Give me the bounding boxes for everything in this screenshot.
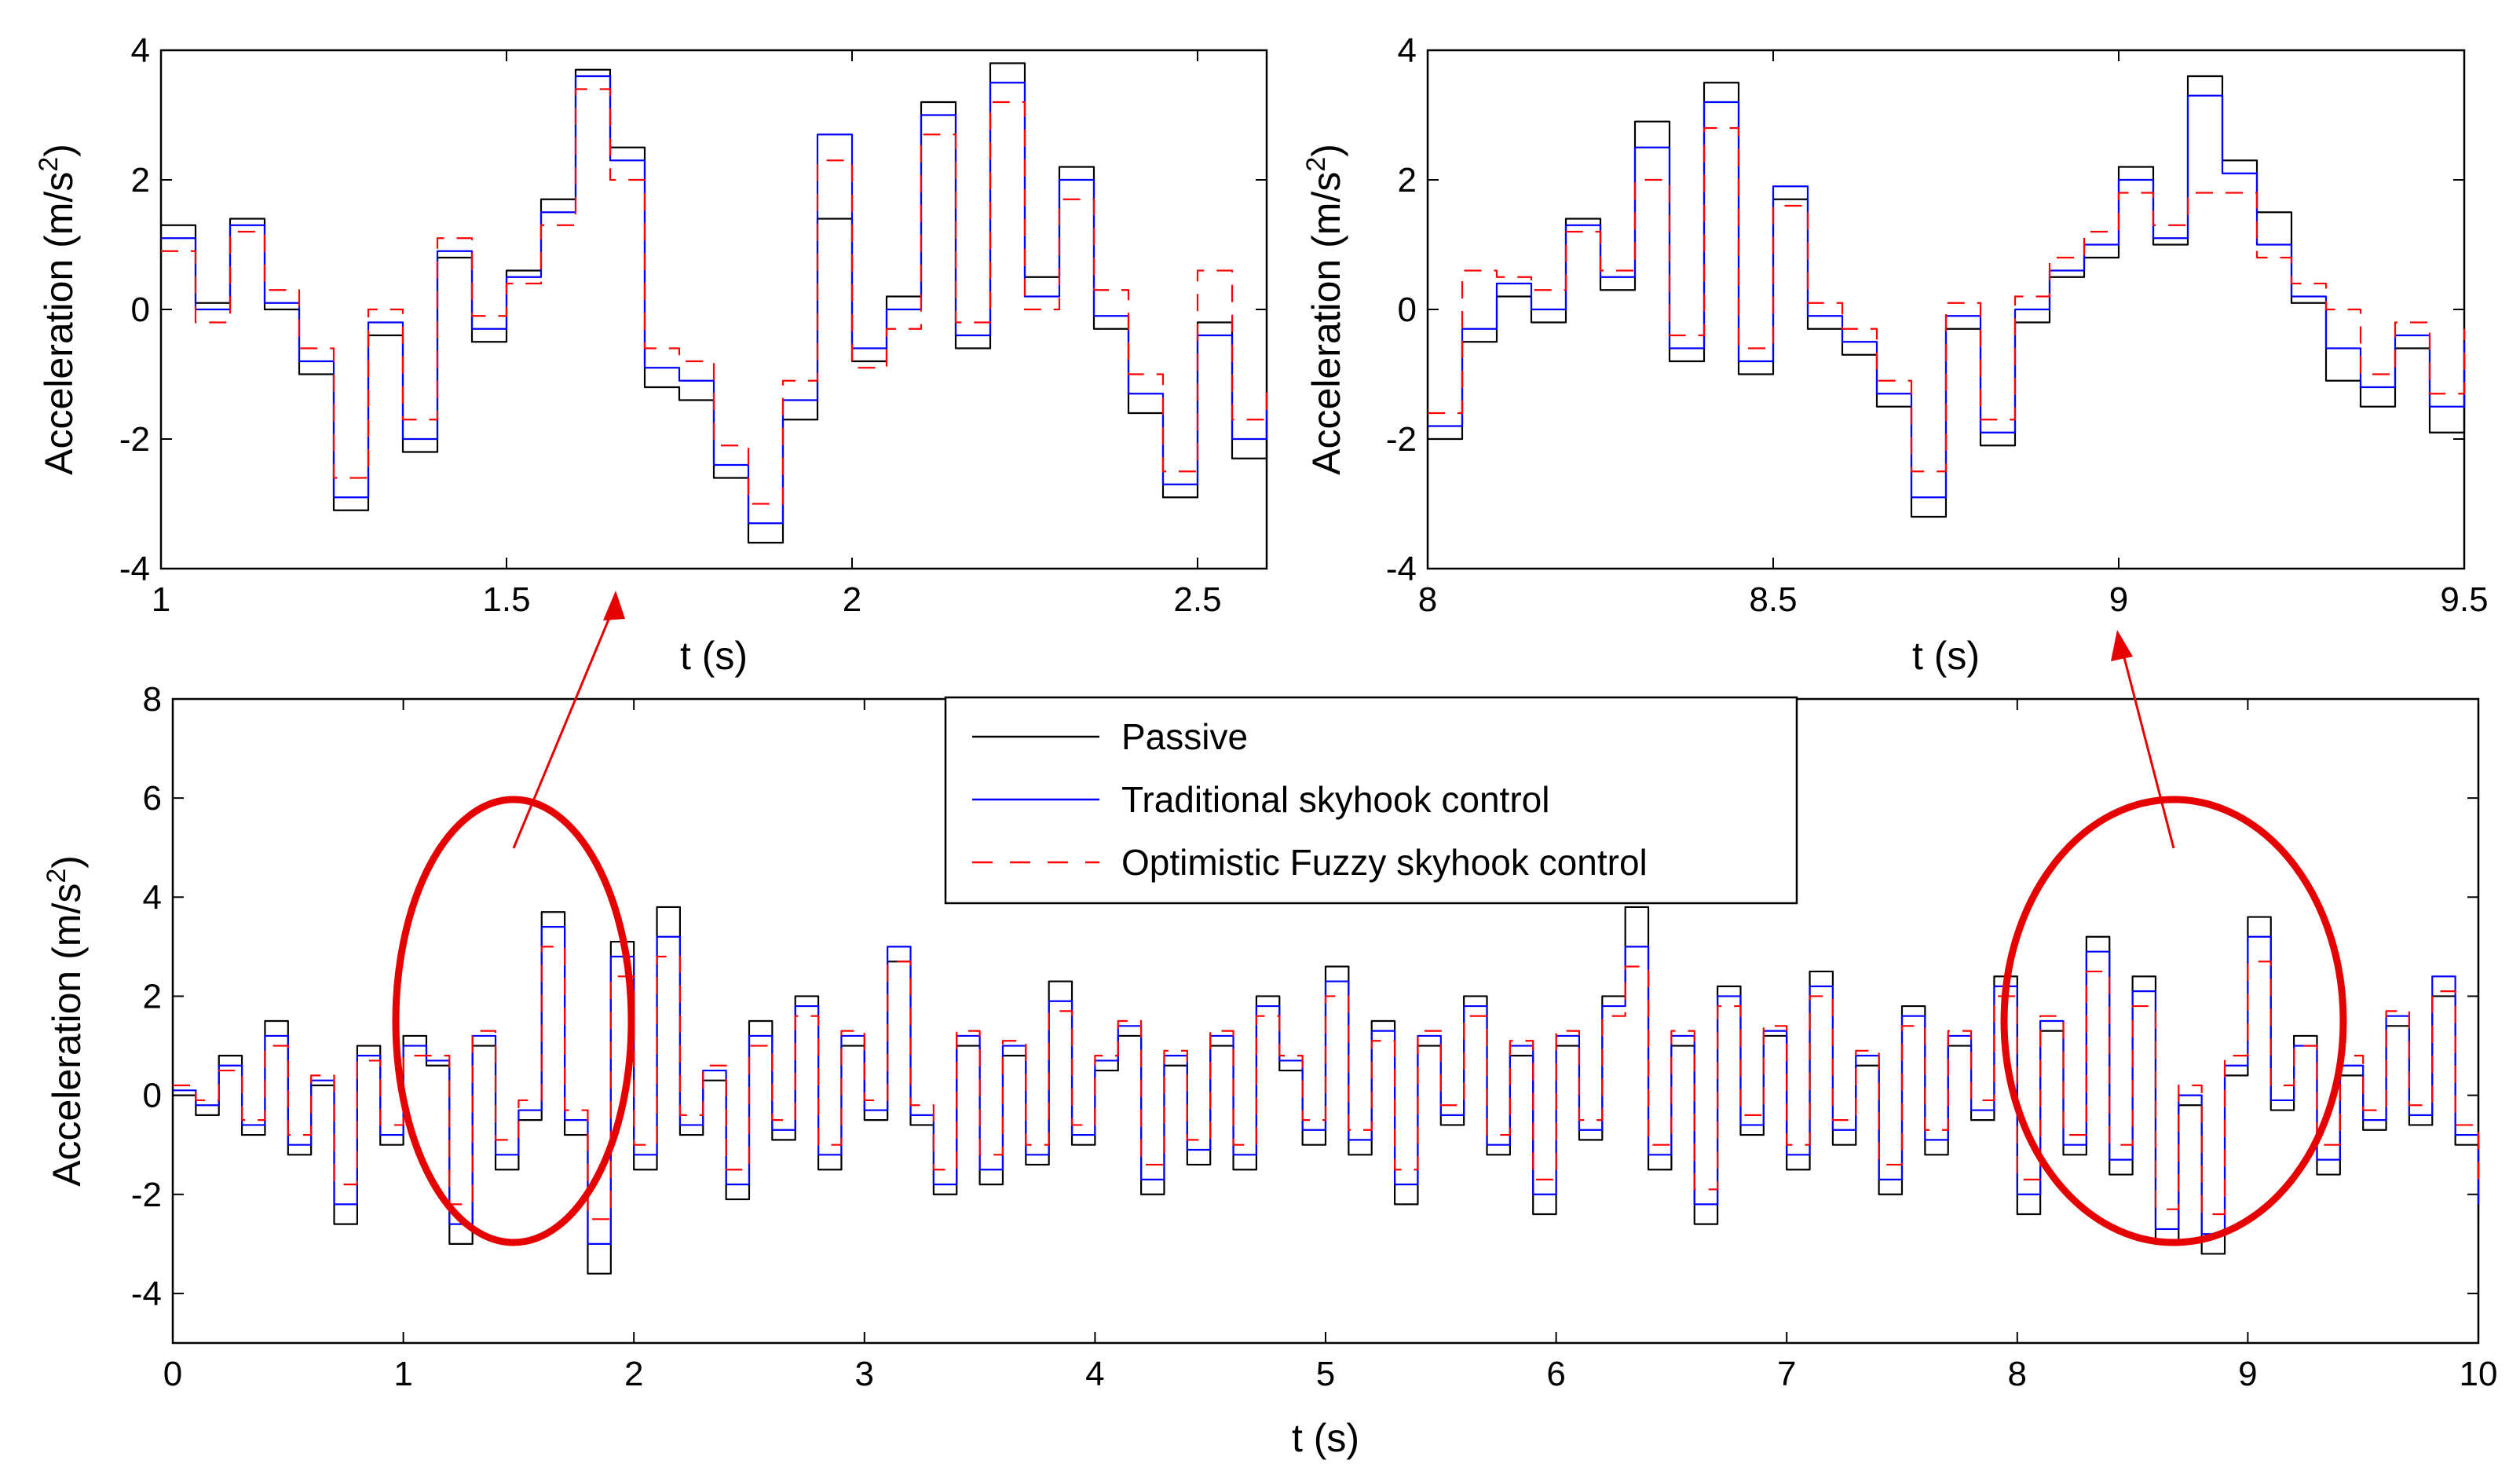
full-range-xtick-label: 2 (624, 1355, 643, 1393)
zoom-right-ytick-label: 2 (1398, 161, 1417, 199)
full-range-xtick-label: 3 (855, 1355, 874, 1393)
zoom-left-ylabel-text: Acceleration (m/s (37, 172, 81, 475)
zoom-right-ylabel: Acceleration (m/s2) (1301, 144, 1348, 475)
zoom-left-ytick-label: -4 (119, 550, 150, 588)
full-range-ytick-label: 6 (143, 779, 162, 818)
zoom-right-series-fuzzy (1428, 126, 2466, 473)
zoom-left-xtick-label: 1 (152, 580, 170, 619)
full-range-ytick-label: 2 (143, 977, 162, 1015)
zoom-highlights (392, 591, 2347, 1246)
full-range-xtick-label: 5 (1316, 1355, 1335, 1393)
full-range-ylabel-text: Acceleration (m/s (45, 884, 89, 1187)
full-range-ticks: 0 1 2 3 4 5 6 7 8 9 10 -4 -2 0 2 4 6 8 (131, 680, 2498, 1393)
full-range-series-fuzzy (173, 946, 2480, 1220)
zoom-right-ylabel-text: Acceleration (m/s (1304, 172, 1348, 475)
full-range-ytick-label: 0 (143, 1077, 162, 1115)
zoom-left-ytick-label: -2 (119, 420, 150, 459)
full-range-ytick-label: -2 (131, 1176, 162, 1214)
zoom-right-ylabel-close: ) (1304, 144, 1348, 157)
zoom-left-ylabel-exp: 2 (34, 157, 64, 172)
zoom-right-ytick-label: -2 (1386, 420, 1417, 459)
full-range-xtick-label: 6 (1546, 1355, 1565, 1393)
full-range-xtick-label: 9 (2238, 1355, 2257, 1393)
zoom-left-xlabel: t (s) (680, 634, 748, 678)
zoom-right-ylabel-exp: 2 (1301, 157, 1331, 172)
full-range-panel: 0 1 2 3 4 5 6 7 8 9 10 -4 -2 0 2 4 6 8 t (s) Acceleration… (42, 680, 2497, 1460)
zoom-arrow-left-head (603, 591, 625, 620)
zoom-arrow-right-line (2119, 642, 2175, 849)
zoom-arrow-right-head (2111, 630, 2133, 661)
full-range-xtick-label: 7 (1777, 1355, 1796, 1393)
legend-label-fuzzy: Optimistic Fuzzy skyhook control (1121, 842, 1648, 883)
zoom-right-ticks: 8 8.5 9 9.5 -4 -2 0 2 4 (1386, 31, 2489, 619)
zoom-left-ytick-label: 2 (131, 161, 150, 199)
full-range-xtick-label: 8 (2008, 1355, 2027, 1393)
highlight-ellipse-right (2000, 796, 2347, 1246)
zoom-right-xtick-label: 9 (2109, 580, 2128, 619)
zoom-left-xtick-label: 1.5 (482, 580, 530, 619)
full-range-xtick-label: 4 (1085, 1355, 1104, 1393)
zoom-left-series-traditional (161, 75, 1268, 525)
zoom-right-ytick-label: 0 (1398, 291, 1417, 329)
full-range-ytick-label: 8 (143, 680, 162, 719)
zoom-left-ytick-label: 4 (131, 31, 150, 70)
zoom-left-series (161, 62, 1268, 544)
full-range-ylabel-exp: 2 (42, 869, 71, 884)
zoom-right-xtick-label: 9.5 (2440, 580, 2488, 619)
highlight-ellipse-left (392, 796, 635, 1246)
zoom-right-series (1428, 75, 2466, 518)
zoom-arrow-left-line (512, 606, 616, 849)
zoom-left-ylabel: Acceleration (m/s2) (34, 144, 81, 475)
full-range-series (173, 906, 2480, 1275)
zoom-left-xtick-label: 2.5 (1173, 580, 1221, 619)
legend-label-traditional: Traditional skyhook control (1121, 779, 1549, 820)
zoom-right-ytick-label: -4 (1386, 550, 1417, 588)
zoom-left-ylabel-close: ) (37, 144, 81, 157)
zoom-right-xtick-label: 8.5 (1749, 580, 1797, 619)
full-range-ytick-label: -4 (131, 1275, 162, 1313)
full-range-ylabel-close: ) (45, 855, 89, 869)
full-range-xtick-label: 1 (393, 1355, 412, 1393)
legend: Passive Traditional skyhook control Opti… (944, 696, 1798, 905)
zoom-left-ticks: 1 1.5 2 2.5 -4 -2 0 2 4 (119, 31, 1267, 619)
zoom-left-xtick-label: 2 (843, 580, 861, 619)
zoom-left-ytick-label: 0 (131, 291, 150, 329)
zoom-right-ytick-label: 4 (1398, 31, 1417, 70)
full-range-xlabel: t (s) (1292, 1416, 1359, 1460)
zoom-right-xlabel: t (s) (1912, 634, 1980, 678)
full-range-xtick-label: 0 (163, 1355, 182, 1393)
full-range-ylabel: Acceleration (m/s2) (42, 855, 89, 1187)
zoom-left-series-fuzzy (161, 88, 1268, 505)
zoom-right-xtick-label: 8 (1418, 580, 1437, 619)
legend-label-passive: Passive (1121, 716, 1248, 757)
full-range-xtick-label: 10 (2460, 1355, 2498, 1393)
full-range-ytick-label: 4 (143, 878, 162, 917)
